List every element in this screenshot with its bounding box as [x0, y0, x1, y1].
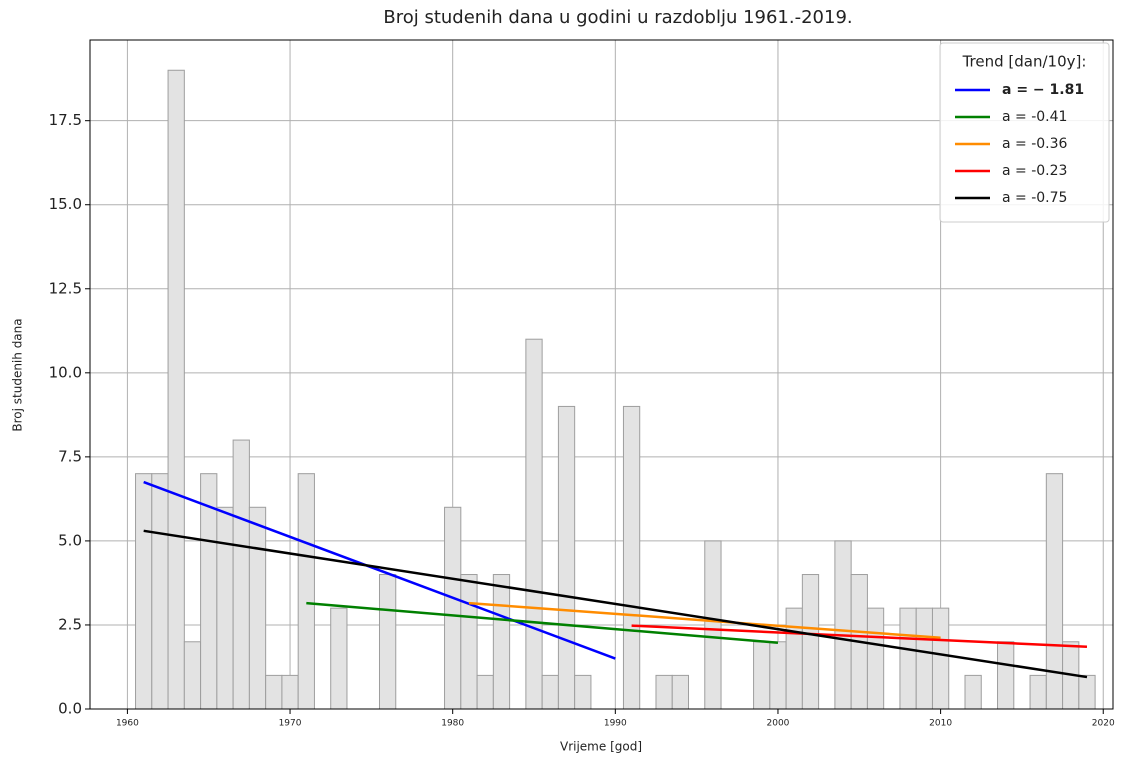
bar	[557, 405, 576, 710]
bar	[785, 607, 803, 710]
x-tick-label: 2010	[929, 719, 952, 729]
legend-box	[939, 42, 1110, 223]
x-tick-label: 1960	[116, 719, 139, 729]
bar	[622, 405, 641, 710]
bar	[834, 540, 852, 710]
y-tick-label: 2.5	[58, 615, 82, 633]
legend-label: a = -0.41	[1002, 109, 1067, 125]
bar	[801, 574, 820, 710]
bar	[183, 641, 202, 710]
bar	[574, 674, 592, 710]
bar	[378, 574, 397, 710]
bar	[1029, 674, 1047, 710]
y-tick-label: 7.5	[58, 447, 82, 465]
bar	[655, 674, 673, 710]
bar	[444, 506, 462, 710]
bar	[525, 338, 543, 710]
chart-title: Broj studenih dana u godini u razdoblju …	[383, 7, 852, 28]
plot-frame	[89, 39, 1114, 710]
bar	[248, 506, 267, 710]
trend-line	[631, 624, 1088, 649]
trend-line	[143, 529, 1088, 679]
bar	[997, 641, 1015, 710]
bar	[866, 607, 885, 710]
y-tick-label: 0.0	[58, 700, 82, 718]
trend-line	[468, 601, 941, 639]
bar	[931, 607, 950, 710]
x-axis-label: Vrijeme [god]	[560, 740, 642, 754]
y-tick-label: 12.5	[49, 279, 82, 297]
bar	[460, 574, 478, 710]
bar	[899, 607, 917, 710]
bar	[281, 674, 299, 710]
legend-label: a = -0.23	[1002, 163, 1067, 179]
legend-label: a = − 1.81	[1002, 82, 1084, 98]
bar	[330, 607, 348, 710]
bar	[492, 574, 511, 710]
y-tick-label: 17.5	[49, 111, 82, 129]
bar	[671, 674, 690, 710]
bar	[769, 641, 787, 710]
y-tick-label: 10.0	[49, 363, 82, 381]
y-tick-label: 5.0	[58, 531, 82, 549]
bar	[265, 674, 283, 710]
x-tick-label: 1980	[441, 719, 464, 729]
y-tick-label: 15.0	[49, 195, 82, 213]
legend-label: a = -0.75	[1002, 190, 1067, 206]
legend: Trend [dan/10y]: a = − 1.81 a = -0.41 a = -…	[939, 42, 1110, 223]
bar	[232, 439, 250, 710]
bar	[167, 69, 185, 710]
bar	[915, 607, 933, 710]
bar	[216, 506, 234, 710]
bar	[135, 473, 153, 710]
legend-label: a = -0.36	[1002, 136, 1068, 152]
bar	[1078, 674, 1096, 710]
bar	[541, 674, 559, 710]
bar	[297, 473, 315, 710]
y-axis-label: Broj studenih dana	[11, 318, 25, 431]
x-tick-label: 2000	[767, 719, 790, 729]
trend-line	[143, 480, 616, 660]
bar	[964, 674, 982, 710]
trend-line	[306, 601, 779, 645]
x-tick-label: 2020	[1092, 719, 1115, 729]
bar	[704, 540, 722, 710]
x-tick-label: 1970	[279, 719, 302, 729]
legend-title: Trend [dan/10y]:	[962, 53, 1087, 71]
x-tick-label: 1990	[604, 719, 627, 729]
bar	[476, 674, 494, 710]
bar	[151, 473, 169, 710]
bar	[753, 641, 771, 710]
